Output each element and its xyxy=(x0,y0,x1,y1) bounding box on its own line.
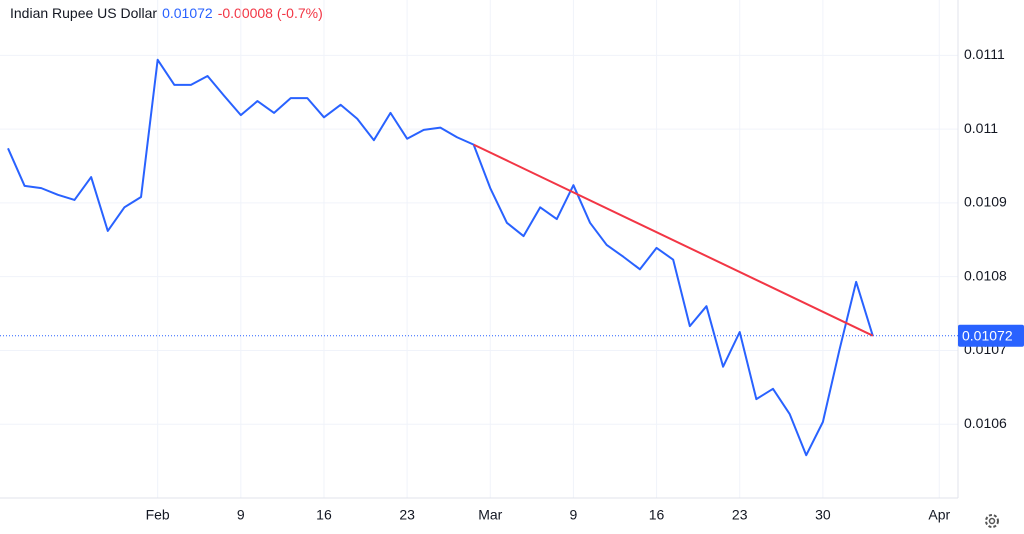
x-tick-label: Mar xyxy=(478,507,502,523)
x-tick-label: 9 xyxy=(570,507,578,523)
gear[interactable] xyxy=(985,514,999,528)
chart-title: Indian Rupee US Dollar 0.01072 -0.00008 (-… xyxy=(10,5,323,21)
y-tick-label: 0.0111 xyxy=(964,46,1005,62)
x-tick-label: 16 xyxy=(649,507,665,523)
x-tick-label: 23 xyxy=(732,507,748,523)
settings-icon[interactable] xyxy=(985,514,999,528)
price-label: 0.01072 xyxy=(962,327,1013,343)
change: -0.00008 (-0.7%) xyxy=(218,5,323,21)
x-tick-label: 9 xyxy=(237,507,245,523)
trendline xyxy=(473,143,874,337)
y-tick-label: 0.0109 xyxy=(964,194,1007,210)
y-tick-label: 0.0106 xyxy=(964,415,1007,431)
y-tick-label: 0.011 xyxy=(964,120,998,136)
price-label-bg xyxy=(958,324,1024,347)
x-tick-label: 16 xyxy=(316,507,332,523)
title: Indian Rupee US Dollar xyxy=(10,5,157,21)
price-line xyxy=(7,58,874,457)
x-tick-label: Apr xyxy=(928,507,950,523)
x-tick-label: 23 xyxy=(399,507,415,523)
x-tick-label: Feb xyxy=(146,507,170,523)
gear-hub[interactable] xyxy=(988,517,996,525)
x-tick-label: 30 xyxy=(815,507,831,523)
grid xyxy=(0,0,958,498)
price: 0.01072 xyxy=(162,5,213,21)
y-tick-label: 0.0108 xyxy=(964,267,1007,283)
